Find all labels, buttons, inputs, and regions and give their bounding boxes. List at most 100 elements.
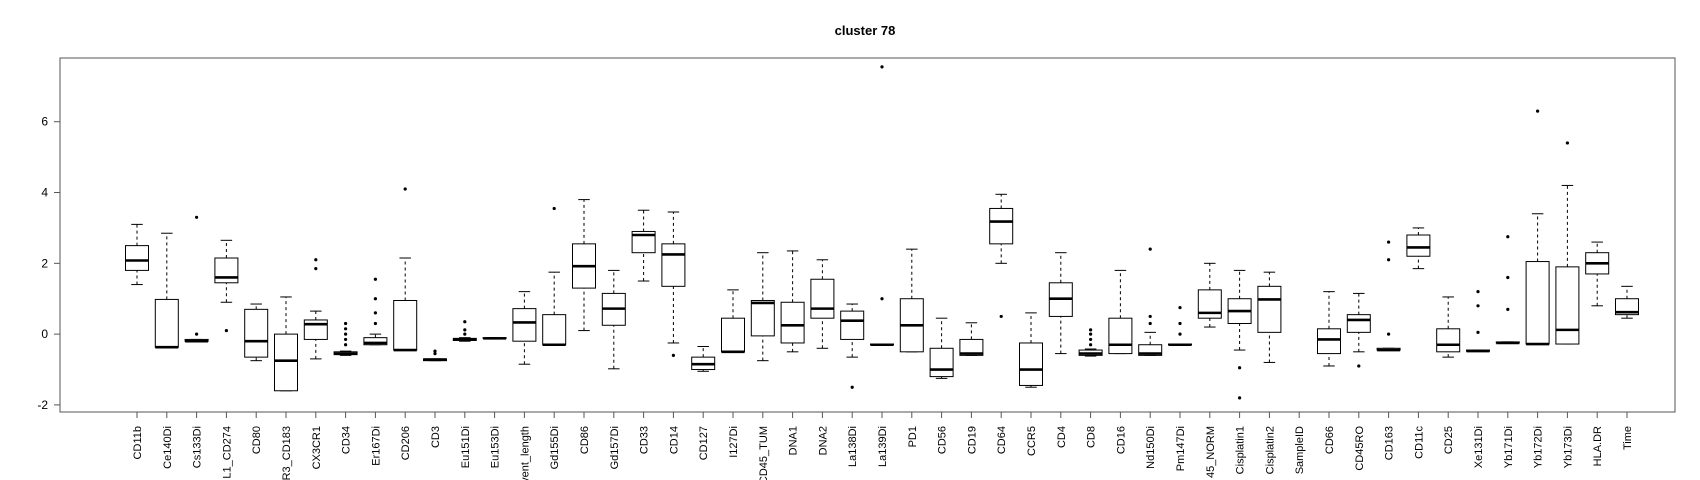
outlier-point xyxy=(195,332,199,336)
box-R3_CD183 xyxy=(274,296,298,392)
outlier-point xyxy=(850,385,854,389)
plot-frame xyxy=(59,57,1676,413)
outlier-point xyxy=(1238,366,1242,370)
x-tick-label: CD56 xyxy=(937,426,949,454)
box-CD16 xyxy=(1108,269,1133,355)
outlier-point xyxy=(1565,141,1569,145)
box-body xyxy=(512,308,537,342)
box-body xyxy=(214,257,239,284)
x-tick-label: I127Di xyxy=(728,426,740,458)
x-tick-label: Ce140Di xyxy=(162,426,174,469)
outlier-point xyxy=(1148,314,1152,319)
x-tick-label: Er167Di xyxy=(370,426,382,466)
box-body xyxy=(154,298,179,348)
x-tick-label: CD163 xyxy=(1384,426,1396,460)
box-body xyxy=(393,299,418,351)
outlier-point xyxy=(1089,328,1093,332)
outlier-point xyxy=(314,258,318,262)
outlier-point xyxy=(314,267,318,271)
x-tick-label: Gd157Di xyxy=(609,426,621,469)
box-body xyxy=(1197,289,1222,319)
outlier-point xyxy=(344,332,348,336)
outlier-point xyxy=(373,321,377,326)
y-tick-label: 2 xyxy=(41,256,48,270)
outlier-point xyxy=(1148,321,1152,326)
x-tick-label: CD8 xyxy=(1086,426,1098,448)
x-tick-label: CCR5 xyxy=(1026,426,1038,456)
box-body xyxy=(1525,261,1550,345)
outlier-point xyxy=(344,327,348,331)
box-Cisplatin1 xyxy=(1227,269,1252,400)
box-Yb173Di xyxy=(1555,141,1580,345)
x-tick-label: CD64 xyxy=(996,426,1008,454)
box-body xyxy=(631,230,656,254)
x-tick-label: vent_length xyxy=(519,426,531,480)
box-Pm147Di xyxy=(1168,305,1192,347)
outlier-point xyxy=(880,297,884,301)
outlier-point xyxy=(1178,321,1182,326)
box-body xyxy=(750,299,775,337)
box-Cisplatin2 xyxy=(1257,271,1282,363)
y-tick-label: 6 xyxy=(41,115,48,129)
box-body xyxy=(303,319,328,340)
box-CD45_TUM xyxy=(750,252,775,362)
outlier-point xyxy=(195,215,199,219)
box-Nd150Di xyxy=(1138,247,1163,356)
x-tick-label: CX3CR1 xyxy=(311,426,323,469)
x-tick-label: Cisplatin1 xyxy=(1235,426,1247,474)
outlier-point xyxy=(1506,307,1510,311)
box-body xyxy=(989,207,1014,245)
box-Ce140Di xyxy=(154,232,179,349)
x-tick-label: PD1 xyxy=(907,426,919,447)
box-Er167Di xyxy=(363,277,388,346)
outlier-point xyxy=(433,351,437,356)
box-body xyxy=(542,314,567,346)
x-tick-label: La138Di xyxy=(847,426,859,467)
y-tick-label: 4 xyxy=(41,186,48,200)
box-CD33 xyxy=(631,209,656,282)
box-body xyxy=(721,317,745,353)
outlier-point xyxy=(344,343,348,347)
box-La139Di xyxy=(870,65,894,347)
box-CD25 xyxy=(1436,296,1461,358)
outlier-point xyxy=(552,206,556,211)
outlier-point xyxy=(1357,364,1361,368)
box-CD19 xyxy=(959,322,984,356)
outlier-point xyxy=(1387,258,1391,262)
box-body xyxy=(1346,314,1371,333)
outlier-point xyxy=(463,328,467,332)
box-body xyxy=(840,310,865,340)
x-tick-label: R3_CD183 xyxy=(281,426,293,480)
x-tick-label: CD80 xyxy=(251,426,263,454)
box-CD34 xyxy=(333,321,358,356)
box-CD11b xyxy=(125,223,149,286)
outlier-point xyxy=(671,353,676,357)
outlier-point xyxy=(1387,332,1391,336)
outlier-point xyxy=(1506,275,1510,280)
x-tick-label: 45_NORM xyxy=(1205,426,1217,478)
x-tick-label: L1_CD274 xyxy=(221,426,233,479)
box-HLA.DR xyxy=(1585,241,1610,307)
outlier-point xyxy=(373,311,377,315)
outlier-point xyxy=(1148,247,1152,251)
box-body xyxy=(244,308,269,358)
x-axis: CD11b Ce140Di Cs133Di L1_CD274 CD80 R3_CD183 C… xyxy=(132,412,1634,480)
box-CD56 xyxy=(929,317,954,379)
box-CD14 xyxy=(661,211,686,357)
x-tick-label: CD19 xyxy=(966,426,978,454)
x-tick-label: Yb173Di xyxy=(1562,426,1574,468)
x-tick-label: CD66 xyxy=(1324,426,1336,454)
box-body xyxy=(1615,298,1639,316)
box-body xyxy=(780,301,805,344)
outlier-point xyxy=(373,297,377,301)
box-CD206 xyxy=(393,187,418,352)
x-tick-label: Cisplatin2 xyxy=(1264,426,1276,474)
box-body xyxy=(810,278,835,319)
box-Gd157Di xyxy=(601,269,626,370)
box-body xyxy=(1317,328,1341,355)
box-PD1 xyxy=(899,248,924,353)
x-tick-label: CD86 xyxy=(579,426,591,454)
x-tick-label: CD16 xyxy=(1115,426,1127,454)
outlier-point xyxy=(1089,343,1093,347)
